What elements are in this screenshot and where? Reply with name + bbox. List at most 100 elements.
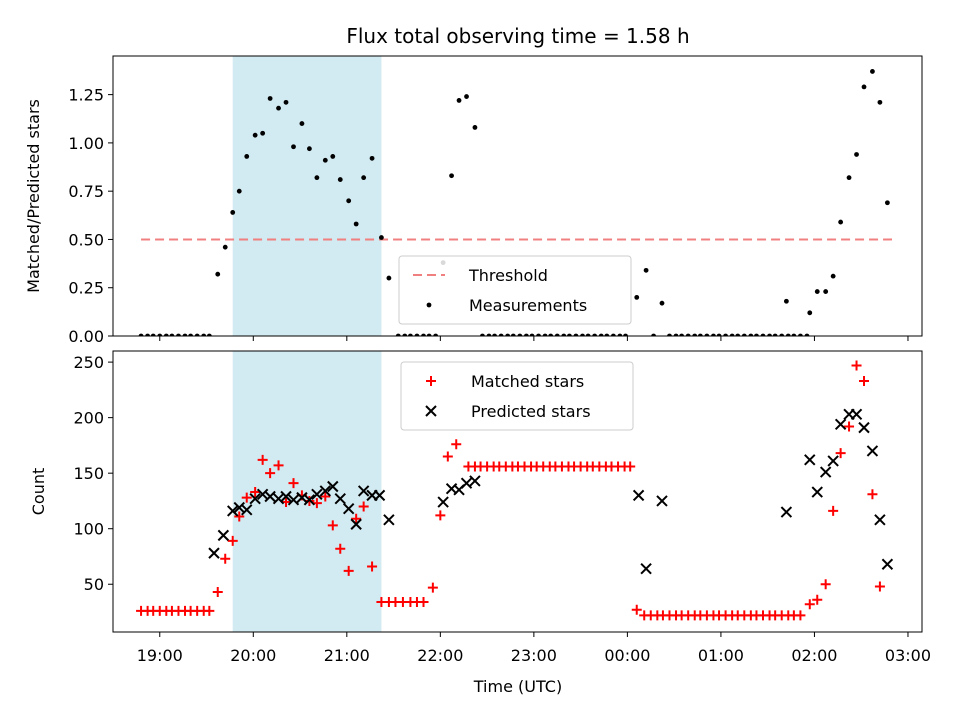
data-point (421, 333, 426, 336)
data-point (138, 333, 144, 336)
data-point (327, 480, 339, 493)
data-point (536, 333, 541, 336)
data-point (659, 300, 665, 306)
data-point (194, 333, 200, 336)
data-point (735, 333, 741, 336)
data-point (460, 477, 473, 489)
data-point (379, 235, 384, 240)
data-point (157, 333, 163, 336)
data-point (783, 298, 789, 304)
data-point (598, 333, 604, 336)
data-point (267, 96, 273, 101)
data-point (807, 310, 813, 316)
data-point (828, 505, 839, 516)
legend-swatch (426, 302, 432, 308)
y-tick-label: 0.00 (68, 327, 104, 346)
data-point (844, 421, 855, 432)
data-point (741, 333, 747, 336)
data-point (241, 504, 253, 516)
data-point (634, 294, 640, 300)
data-point (492, 333, 497, 336)
data-point (673, 333, 679, 336)
legend-label: Measurements (469, 296, 587, 315)
data-point (881, 558, 894, 570)
data-point (230, 210, 236, 215)
data-point (811, 486, 823, 498)
data-point (311, 488, 323, 500)
data-point (643, 267, 649, 273)
data-point (442, 451, 453, 462)
y-axis-label: Count (29, 468, 48, 516)
data-point (827, 455, 839, 467)
data-point (343, 565, 354, 576)
data-point (632, 489, 645, 502)
data-point (617, 333, 623, 336)
y-tick-label: 100 (73, 520, 104, 539)
data-point (498, 333, 504, 336)
data-point (754, 333, 759, 336)
data-point (145, 333, 151, 336)
data-point (386, 275, 392, 281)
data-point (307, 146, 312, 152)
y-tick-label: 0.25 (68, 279, 104, 298)
data-point (723, 333, 728, 336)
y-tick-label: 1.00 (68, 134, 104, 153)
count-panel: 50 100 150 200 250 19:00 20:00 21:00 22:00 23:00 0… (29, 350, 931, 665)
x-tick-label: 02:00 (791, 646, 837, 665)
data-point (529, 333, 535, 336)
data-point (798, 333, 803, 336)
data-point (854, 152, 859, 157)
x-tick-label: 00:00 (604, 646, 650, 665)
data-point (874, 581, 885, 592)
data-point (351, 513, 362, 524)
data-point (523, 333, 529, 336)
data-point (585, 333, 591, 336)
data-point (283, 99, 289, 105)
data-point (252, 132, 258, 138)
data-point (257, 454, 268, 465)
data-point (830, 273, 836, 279)
data-point (182, 333, 188, 336)
data-point (804, 333, 810, 336)
data-point (244, 154, 250, 159)
data-point (631, 604, 642, 615)
data-point (464, 94, 469, 99)
data-point (814, 289, 820, 294)
data-point (861, 84, 867, 90)
data-point (667, 333, 672, 336)
data-point (320, 491, 331, 502)
data-point (427, 582, 438, 593)
y-axis-label: Matched/Predicted stars (24, 99, 43, 293)
data-point (704, 333, 710, 336)
data-point (486, 333, 492, 336)
data-point (772, 333, 778, 336)
data-point (679, 333, 685, 336)
plot-area (138, 69, 892, 336)
data-point (276, 105, 281, 111)
data-point (592, 333, 598, 336)
x-tick-label: 01:00 (698, 646, 744, 665)
y-tick-label: 0.75 (68, 182, 104, 201)
data-point (812, 594, 823, 605)
data-point (334, 493, 346, 505)
data-point (330, 154, 336, 159)
data-point (548, 333, 554, 336)
y-tick-label: 50 (84, 575, 104, 594)
legend: Matched stars Predicted stars (400, 361, 634, 431)
data-point (561, 333, 567, 336)
data-point (748, 333, 754, 336)
data-point (303, 494, 316, 506)
data-point (176, 333, 181, 336)
data-point (554, 333, 560, 336)
data-point (505, 333, 511, 336)
data-point (265, 468, 276, 479)
data-point (357, 485, 370, 497)
x-tick-label: 21:00 (324, 646, 370, 665)
data-point (785, 333, 791, 336)
data-point (449, 173, 454, 179)
data-point (795, 610, 806, 621)
legend-swatch (425, 405, 437, 417)
y-tick-label: 1.25 (68, 86, 104, 105)
data-point (236, 188, 242, 194)
